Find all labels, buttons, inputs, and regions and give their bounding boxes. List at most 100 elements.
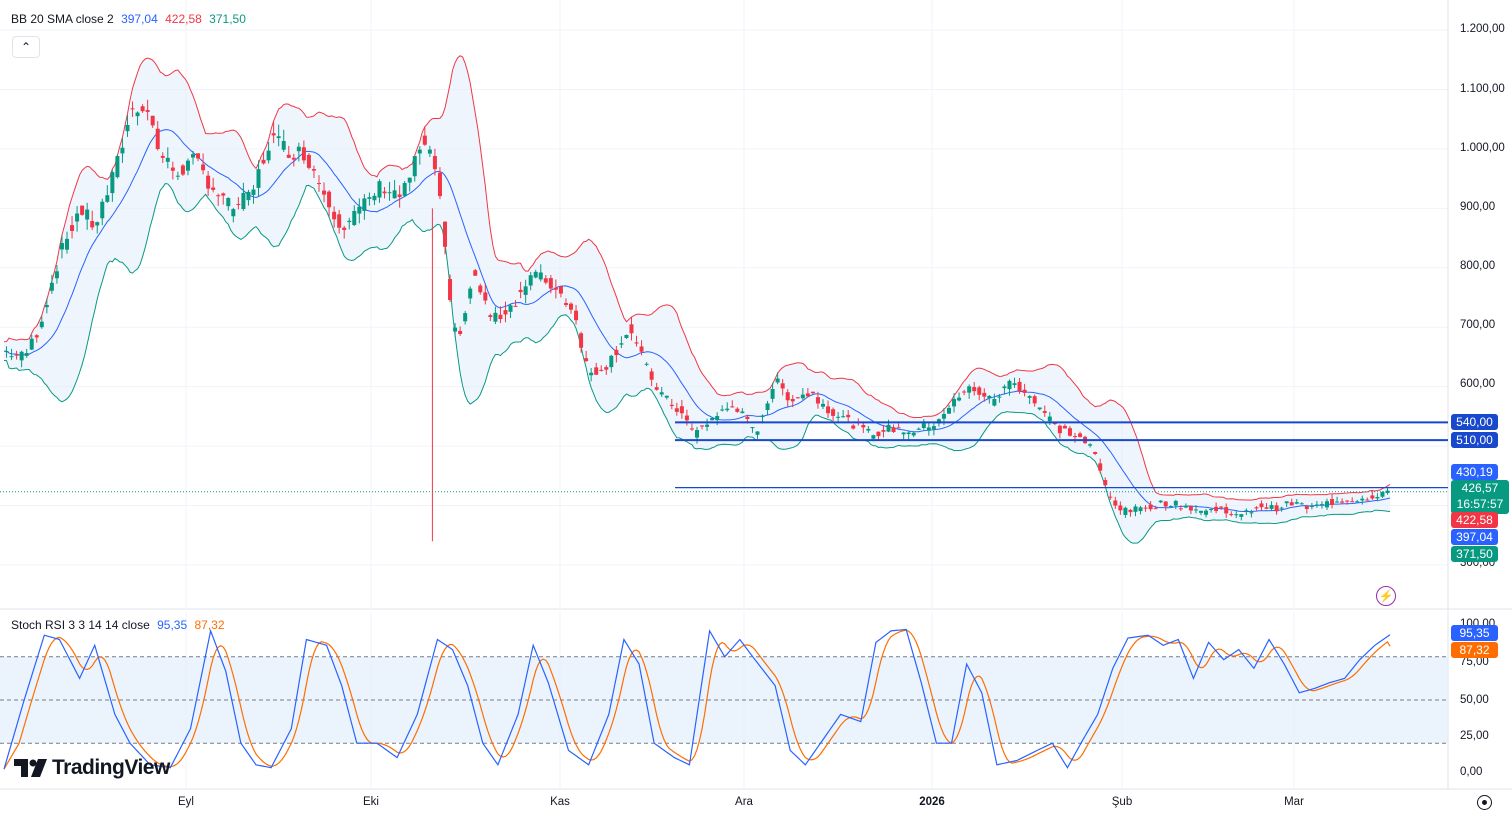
candle-body <box>377 181 382 198</box>
candle-body <box>1259 503 1264 508</box>
candle-body <box>1319 504 1324 506</box>
candle-body <box>1244 510 1249 512</box>
candle-body <box>1002 386 1007 389</box>
candle-body <box>175 175 180 177</box>
collapse-legend-button[interactable]: ⌃ <box>12 36 40 58</box>
candle-body <box>831 409 836 416</box>
candle-body <box>740 411 745 414</box>
candle-body <box>75 213 80 222</box>
candle-body <box>579 333 584 348</box>
candle-body <box>528 275 533 286</box>
candle-body <box>695 430 699 438</box>
candle-body <box>1143 507 1148 509</box>
candle-body <box>256 169 261 188</box>
settings-gear-icon[interactable] <box>1477 795 1492 810</box>
candle-body <box>95 222 100 226</box>
stoch-legend[interactable]: Stoch RSI 3 3 14 14 close 95,35 87,32 <box>11 618 225 632</box>
candle-body <box>322 190 327 195</box>
stoch-label: 0,00 <box>1460 766 1483 778</box>
candle-body <box>967 386 972 393</box>
candle-body <box>54 271 59 279</box>
candle-body <box>34 335 39 338</box>
candle-body <box>805 393 810 397</box>
candle-body <box>392 190 397 199</box>
candle-body <box>422 135 427 145</box>
candle-body <box>589 372 594 376</box>
candle-body <box>1103 480 1108 486</box>
candle-body <box>443 221 447 247</box>
candle-body <box>735 408 740 412</box>
bollinger-band-area <box>4 55 1390 544</box>
price-label: 1.100,00 <box>1460 83 1505 95</box>
level-430-tag[interactable]: 430,19 <box>1451 464 1498 480</box>
candle-body <box>957 397 962 401</box>
chevron-up-icon: ⌃ <box>20 40 32 54</box>
candle-body <box>871 435 876 439</box>
candle-body <box>826 406 831 414</box>
candle-body <box>594 367 599 375</box>
candle-body <box>1380 492 1385 497</box>
candle-body <box>412 156 417 177</box>
candle-body <box>684 415 689 421</box>
candle-body <box>337 214 342 228</box>
bb-lower-tag: 371,50 <box>1451 546 1498 562</box>
candle-body <box>679 406 684 414</box>
candle-body <box>664 395 669 398</box>
candle-body <box>548 278 553 289</box>
bollinger-fill <box>4 55 1390 544</box>
candle-body <box>458 330 463 334</box>
candle-body <box>952 399 957 407</box>
candle-body <box>725 408 730 411</box>
horizontal-levels[interactable] <box>0 421 1448 493</box>
candle-body <box>1017 381 1022 392</box>
candle-body <box>931 426 936 430</box>
candle-body <box>170 167 175 171</box>
candle-body <box>881 430 886 432</box>
candle-body <box>745 416 750 419</box>
stoch-legend-label: Stoch RSI 3 3 14 14 close <box>11 618 150 632</box>
candle-body <box>1093 451 1098 454</box>
level-510-tag[interactable]: 510,00 <box>1451 432 1498 448</box>
candle-body <box>1350 501 1355 503</box>
candle-body <box>1178 508 1183 510</box>
candle-body <box>815 397 820 404</box>
candle-body <box>1289 502 1294 506</box>
bb-lower-line <box>3 183 1391 544</box>
candle-body <box>1047 416 1052 422</box>
candle-body <box>1042 411 1047 413</box>
candles <box>4 99 1390 542</box>
bb-legend[interactable]: BB 20 SMA close 2 397,04 422,58 371,50 <box>11 12 246 26</box>
time-label: 2026 <box>919 796 945 808</box>
candle-body <box>1330 499 1335 505</box>
lightning-icon[interactable]: ⚡ <box>1376 586 1396 606</box>
candle-body <box>700 425 705 427</box>
candle-body <box>59 242 64 250</box>
candle-body <box>382 191 387 194</box>
candle-body <box>851 425 856 429</box>
tradingview-logo-icon <box>14 759 47 777</box>
level-540-tag[interactable]: 540,00 <box>1451 414 1498 430</box>
candle-body <box>1073 436 1077 438</box>
candle-body <box>468 288 473 299</box>
candle-body <box>977 387 982 395</box>
tradingview-logo[interactable]: TradingView <box>14 756 170 780</box>
candle-body <box>780 383 785 389</box>
candle-body <box>518 289 523 293</box>
candle-body <box>1279 507 1284 509</box>
time-label: Şub <box>1111 796 1133 808</box>
candle-body <box>342 227 347 231</box>
candle-body <box>1108 496 1113 498</box>
candle-body <box>861 424 866 428</box>
candle-body <box>463 313 468 322</box>
last-price-tag: 426,57 16:57:57 <box>1451 480 1509 514</box>
candle-body <box>836 416 841 418</box>
candle-body <box>710 417 715 421</box>
candle-body <box>543 278 548 283</box>
candle-body <box>332 211 337 220</box>
stoch-legend-k: 95,35 <box>157 618 188 632</box>
candle-body <box>100 201 105 219</box>
candle-body <box>448 279 453 300</box>
bb-legend-lower: 371,50 <box>209 12 246 26</box>
candle-body <box>1022 389 1027 393</box>
